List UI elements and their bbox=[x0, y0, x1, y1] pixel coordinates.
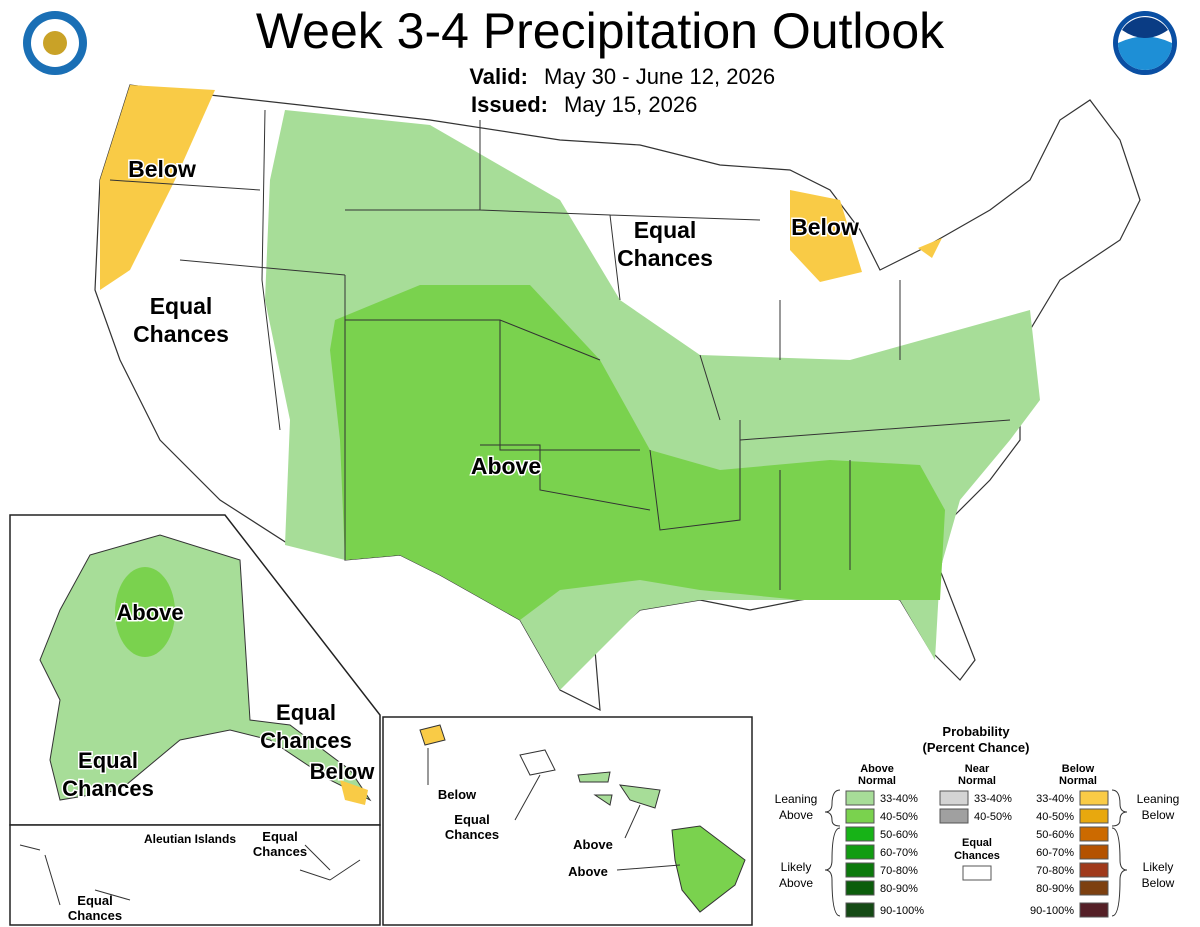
legend-swatch bbox=[1079, 862, 1109, 878]
legend-item: 80-90% bbox=[880, 883, 918, 895]
region-label: Equal bbox=[262, 829, 297, 844]
legend-swatch bbox=[962, 865, 992, 881]
pointer-lines bbox=[427, 748, 681, 871]
island bbox=[519, 749, 556, 776]
state-lines bbox=[109, 109, 1011, 590]
legend-swatch bbox=[845, 862, 875, 878]
region-label: Equal bbox=[150, 293, 213, 319]
legend-item: 90-100% bbox=[1030, 905, 1074, 917]
legend-heading: Normal bbox=[958, 775, 996, 787]
legend-group: Above bbox=[779, 808, 813, 822]
legend-item: 50-60% bbox=[1036, 829, 1074, 841]
above-33-40-region bbox=[577, 771, 661, 809]
legend-item: 40-50% bbox=[974, 811, 1012, 823]
region-label: Below bbox=[791, 214, 859, 240]
legend-swatch bbox=[1079, 880, 1109, 896]
legend-swatch bbox=[1079, 902, 1109, 918]
below-region bbox=[340, 780, 368, 805]
legend-swatch bbox=[939, 808, 969, 824]
below-region bbox=[790, 190, 862, 282]
legend-item: 50-60% bbox=[880, 829, 918, 841]
issued-date: May 15, 2026 bbox=[564, 92, 697, 117]
region-label: Chances bbox=[253, 844, 307, 859]
legend-swatches bbox=[845, 790, 1109, 918]
legend-swatch bbox=[1079, 808, 1109, 824]
legend-group: Likely bbox=[781, 860, 812, 874]
legend-heading: Chances bbox=[954, 850, 1000, 862]
legend-swatch bbox=[845, 902, 875, 918]
legend-swatch bbox=[845, 826, 875, 842]
region-label: Equal bbox=[276, 700, 336, 725]
region-label: Above bbox=[116, 600, 183, 625]
region-label: Above bbox=[471, 453, 541, 479]
legend-item: 90-100% bbox=[880, 905, 924, 917]
region-label: Equal bbox=[454, 812, 489, 827]
region-label: Chances bbox=[617, 245, 713, 271]
region-label: Chances bbox=[260, 728, 352, 753]
region-label: Equal bbox=[77, 893, 112, 908]
legend-item: 33-40% bbox=[1036, 793, 1074, 805]
legend-group: Below bbox=[1142, 808, 1175, 822]
legend-swatch bbox=[845, 808, 875, 824]
legend-heading: Near bbox=[965, 763, 990, 775]
noaa-logo bbox=[1113, 11, 1177, 75]
aleutians-inset-frame bbox=[9, 824, 381, 926]
legend-item: 60-70% bbox=[880, 847, 918, 859]
legend-swatch bbox=[845, 790, 875, 806]
legend-item: 33-40% bbox=[880, 793, 918, 805]
region-label: Chances bbox=[68, 908, 122, 923]
below-region bbox=[100, 85, 215, 290]
legend-group: Likely bbox=[1143, 860, 1174, 874]
valid-dates: May 30 - June 12, 2026 bbox=[544, 64, 775, 89]
legend-item: 33-40% bbox=[974, 793, 1012, 805]
legend-group: Leaning bbox=[1137, 792, 1180, 806]
region-label: Chances bbox=[445, 827, 499, 842]
legend-title: Probability bbox=[942, 724, 1010, 739]
region-label: Equal bbox=[78, 748, 138, 773]
legend-item: 60-70% bbox=[1036, 847, 1074, 859]
below-region bbox=[918, 238, 942, 258]
valid-label: Valid: bbox=[469, 64, 528, 89]
legend-group: Above bbox=[779, 876, 813, 890]
legend-item: 80-90% bbox=[1036, 883, 1074, 895]
region-label: Above bbox=[573, 837, 613, 852]
legend-heading: Equal bbox=[962, 837, 992, 849]
region-label: Above bbox=[568, 864, 608, 879]
legend-swatch bbox=[939, 790, 969, 806]
legend-heading: Normal bbox=[1059, 775, 1097, 787]
region-label: Below bbox=[438, 787, 477, 802]
legend-heading: Above bbox=[860, 763, 894, 775]
legend-group: Leaning bbox=[775, 792, 818, 806]
legend-heading: Below bbox=[1062, 763, 1095, 775]
inset-title: Aleutian Islands bbox=[144, 832, 236, 846]
legend-item: 40-50% bbox=[880, 811, 918, 823]
legend-title: (Percent Chance) bbox=[923, 740, 1030, 755]
legend-swatch bbox=[845, 880, 875, 896]
title: Week 3-4 Precipitation Outlook bbox=[256, 3, 945, 59]
aleutian-chain bbox=[19, 844, 361, 906]
legend-swatch bbox=[845, 844, 875, 860]
legend-item: 40-50% bbox=[1036, 811, 1074, 823]
legend-swatch bbox=[1079, 790, 1109, 806]
commerce-logo bbox=[23, 11, 87, 75]
region-label: Below bbox=[310, 759, 376, 784]
below-region bbox=[419, 724, 446, 746]
legend-swatch bbox=[1079, 844, 1109, 860]
region-label: Equal bbox=[634, 217, 697, 243]
region-label: Below bbox=[128, 156, 196, 182]
issued-label: Issued: bbox=[471, 92, 548, 117]
legend-group: Below bbox=[1142, 876, 1175, 890]
legend-item: 70-80% bbox=[1036, 865, 1074, 877]
legend-braces bbox=[824, 789, 1128, 917]
legend-swatch bbox=[1079, 826, 1109, 842]
legend-heading: Normal bbox=[858, 775, 896, 787]
legend-item: 70-80% bbox=[880, 865, 918, 877]
above-40-50-region bbox=[115, 567, 175, 657]
region-label: Chances bbox=[133, 321, 229, 347]
region-label: Chances bbox=[62, 776, 154, 801]
above-40-50-region bbox=[330, 285, 945, 620]
